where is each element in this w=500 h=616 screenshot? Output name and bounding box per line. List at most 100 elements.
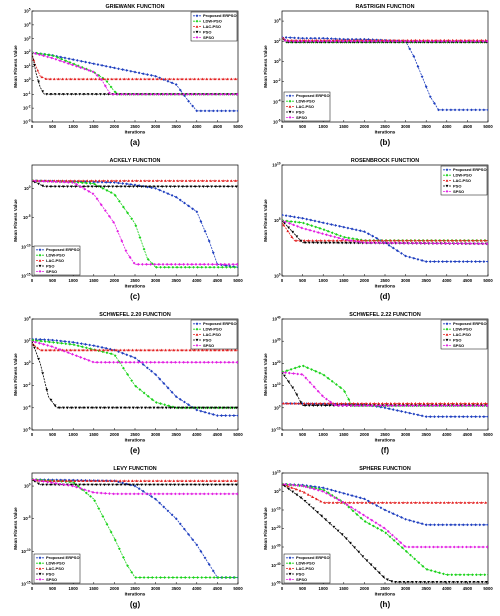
series-marker: [299, 239, 303, 243]
series-marker: [45, 185, 49, 189]
series-marker: [431, 581, 435, 584]
series-marker: [327, 239, 331, 242]
series-marker: [336, 241, 340, 245]
series-marker: [216, 109, 219, 113]
series-marker: [328, 522, 332, 525]
series-marker: [411, 404, 415, 407]
series-marker: [312, 39, 316, 43]
legend-marker: [445, 322, 449, 326]
series-marker: [61, 479, 64, 482]
series-marker: [197, 483, 201, 487]
series-marker: [389, 401, 393, 405]
series-marker: [438, 501, 442, 504]
series-marker: [163, 403, 167, 407]
series-marker: [359, 238, 363, 242]
series-marker: [474, 260, 478, 263]
series-marker: [152, 483, 156, 487]
series-marker: [317, 485, 321, 489]
legend-marker: [38, 248, 42, 252]
series-marker: [424, 260, 428, 263]
legend-label: Proposed ERPSO: [203, 13, 237, 18]
x-axis-label: Iterations: [125, 284, 146, 289]
series-marker: [433, 523, 436, 527]
series-marker: [150, 73, 153, 77]
series-marker: [397, 239, 401, 242]
series-marker: [56, 479, 60, 482]
series-marker: [476, 581, 480, 584]
series-marker: [122, 77, 126, 81]
series-marker: [89, 495, 92, 498]
series-marker: [41, 483, 45, 487]
y-axis-label: Mean Fitness Value: [263, 353, 268, 396]
series-marker: [76, 180, 80, 184]
series-marker: [178, 262, 181, 266]
series-marker: [143, 77, 147, 81]
legend-label: LAC-PSO: [453, 332, 471, 337]
series-marker: [403, 241, 407, 245]
series-marker: [185, 406, 189, 410]
series-marker: [131, 77, 134, 81]
series-marker: [472, 581, 476, 584]
series-marker: [399, 541, 403, 544]
series-marker: [98, 348, 101, 352]
series-marker: [178, 88, 182, 92]
x-axis-label: Iterations: [375, 284, 396, 289]
x-tick-label: 5000: [483, 432, 493, 437]
series-marker: [173, 262, 177, 266]
series-marker: [124, 92, 128, 96]
series-marker: [286, 229, 290, 233]
series-marker: [348, 401, 351, 405]
series-marker: [282, 213, 284, 217]
legend-label: Proposed ERPSO: [296, 555, 330, 560]
y-tick-label: 10-6: [23, 427, 31, 433]
series-marker: [333, 496, 337, 500]
series-marker: [441, 523, 445, 527]
y-tick-label: 10-4: [23, 404, 31, 410]
series-marker: [478, 260, 482, 263]
series-marker: [288, 221, 291, 225]
series-marker: [412, 256, 416, 260]
series-marker: [381, 401, 384, 405]
series-marker: [358, 39, 361, 43]
series-marker: [54, 180, 58, 184]
series-marker: [345, 404, 349, 407]
y-axis-label: Mean Fitness Value: [263, 507, 268, 550]
y-tick-label: 10-5: [23, 214, 31, 220]
series-marker: [327, 501, 331, 504]
series-marker: [391, 533, 394, 537]
series-marker: [315, 38, 319, 42]
series-marker: [152, 185, 156, 189]
series-marker: [90, 483, 94, 487]
series-marker: [426, 501, 430, 504]
x-axis-label: Iterations: [375, 592, 396, 597]
x-tick-label: 5000: [483, 124, 493, 129]
series-marker: [98, 483, 102, 487]
series-marker: [148, 406, 152, 410]
y-tick-label: 1010: [272, 382, 280, 388]
legend-marker: [445, 344, 449, 347]
series-marker: [183, 265, 187, 269]
series-marker: [184, 77, 188, 81]
series-marker: [108, 65, 112, 69]
series-marker: [423, 581, 426, 584]
series-marker: [230, 185, 234, 189]
series-marker: [348, 241, 352, 245]
legend-label: Proposed ERPSO: [453, 167, 487, 172]
series-marker: [33, 478, 37, 482]
series-marker: [104, 180, 108, 184]
legend-marker: [445, 327, 449, 331]
series-marker: [39, 478, 43, 482]
series-marker: [41, 372, 45, 375]
series-marker: [145, 360, 148, 364]
series-marker: [343, 235, 347, 239]
series-marker: [366, 404, 370, 407]
series-marker: [50, 56, 54, 60]
series-marker: [444, 545, 448, 549]
series-marker: [136, 185, 139, 189]
legend-marker: [288, 105, 292, 108]
series-marker: [48, 479, 52, 482]
series-marker: [409, 501, 413, 504]
series-marker: [177, 483, 181, 487]
series-marker: [323, 239, 327, 242]
series-marker: [310, 368, 314, 371]
